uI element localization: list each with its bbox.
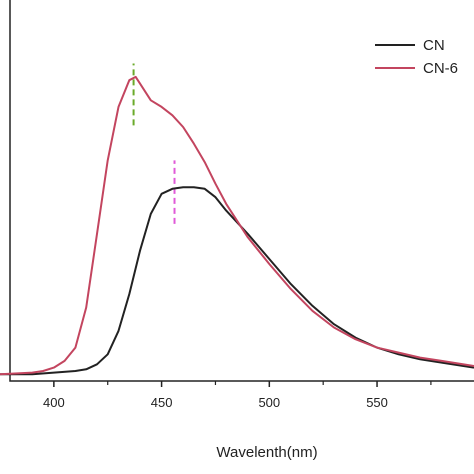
- x-tick-label: 550: [366, 395, 388, 410]
- x-tick-label: 400: [43, 395, 65, 410]
- x-axis-tick-labels: 400 450 500 550: [43, 395, 388, 410]
- x-axis-ticks: [53, 381, 432, 387]
- x-axis-title: Wavelenth(nm): [216, 444, 317, 461]
- legend-label: CN: [423, 37, 445, 54]
- x-tick-label: 450: [151, 395, 173, 410]
- legend: CN CN-6: [375, 37, 458, 77]
- legend-label: CN-6: [423, 60, 458, 77]
- series-line-cn-6: [0, 75, 474, 376]
- series-line-cn: [0, 186, 474, 376]
- x-tick-label: 500: [258, 395, 280, 410]
- series-lines: [0, 75, 474, 376]
- plot-frame: [9, 0, 474, 382]
- peak-markers: [132, 63, 176, 224]
